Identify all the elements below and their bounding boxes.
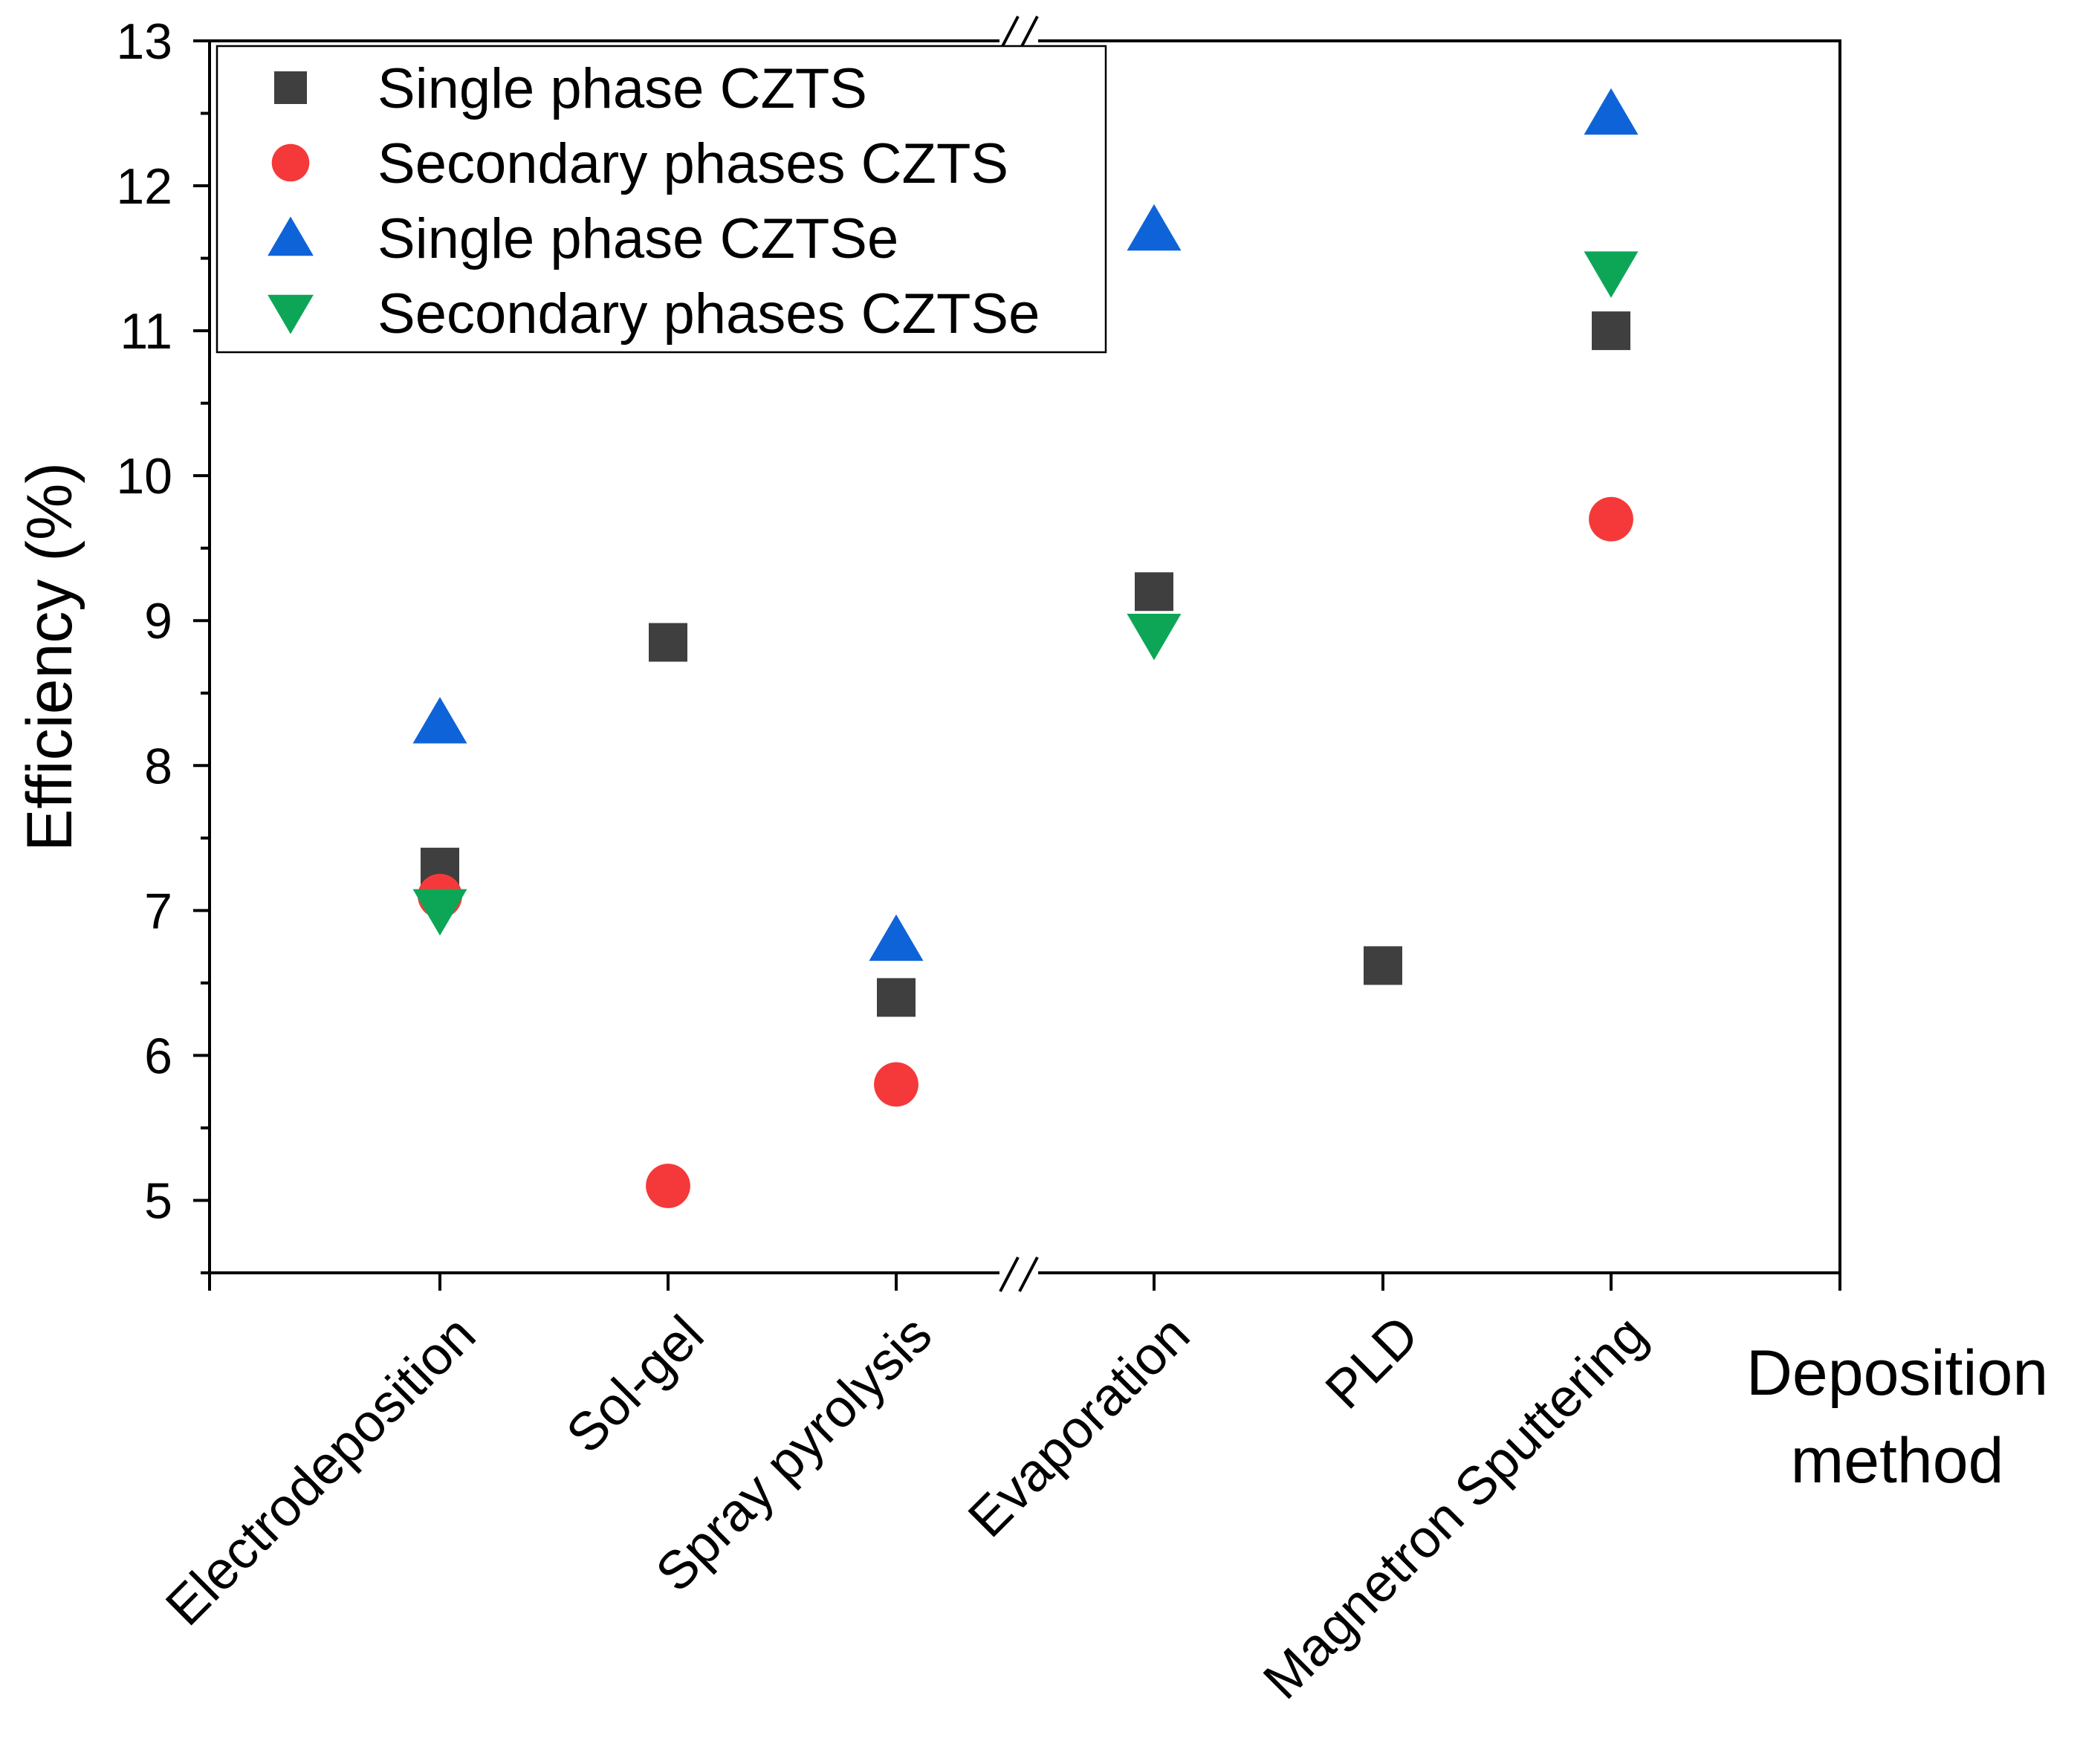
x-category-label: PLD	[1315, 1305, 1430, 1421]
y-tick-label: 8	[144, 738, 172, 794]
data-point-square	[877, 978, 916, 1017]
legend-marker-circle	[271, 143, 310, 182]
y-tick-label: 12	[116, 158, 172, 215]
axis-break-top	[999, 16, 1039, 51]
axis-break-bottom	[999, 1256, 1039, 1292]
legend-box	[216, 45, 1107, 354]
y-tick-label: 7	[144, 883, 172, 939]
legend: Single phase CZTS Secondary phases CZTS Si…	[216, 45, 1107, 354]
y-tick-label: 10	[116, 448, 172, 505]
data-point-triangle-down	[1127, 614, 1182, 661]
legend-label: Single phase CZTSe	[378, 207, 898, 270]
data-point-triangle-up	[869, 914, 924, 962]
data-point-square	[649, 623, 687, 662]
y-tick-label: 5	[144, 1173, 172, 1229]
data-point-circle	[874, 1062, 918, 1107]
x-axis-title-line-1: Deposition	[1746, 1337, 2048, 1409]
data-points	[412, 88, 1639, 1208]
legend-marker-square	[274, 71, 307, 104]
y-tick-label: 6	[144, 1028, 172, 1084]
legend-label: Secondary phases CZTS	[378, 132, 1008, 195]
legend-marker-triangle-up	[268, 216, 314, 256]
data-point-triangle-down	[412, 889, 467, 936]
legend-label: Single phase CZTS	[378, 57, 867, 120]
data-point-circle	[1589, 496, 1633, 542]
legend-marker-triangle-down	[268, 294, 314, 334]
data-point-square	[1135, 572, 1173, 612]
x-category-label: Evaporation	[957, 1305, 1201, 1549]
y-axis-title: Efficiency (%)	[14, 462, 85, 852]
y-axis: 5 6 7 8 9 10 11 12 13	[116, 13, 210, 1274]
legend-label: Secondary phases CZTSe	[378, 282, 1040, 346]
data-point-circle	[646, 1164, 690, 1208]
x-category-label: Sol-gel	[555, 1305, 715, 1465]
data-point-square	[1364, 946, 1402, 985]
y-tick-label: 9	[144, 593, 172, 649]
data-point-triangle-up	[1584, 88, 1639, 135]
x-axis-title-line-2: method	[1791, 1425, 2004, 1497]
y-tick-label: 13	[116, 13, 172, 70]
data-point-triangle-down	[1584, 251, 1639, 298]
x-category-label: Magnetron Sputtering	[1252, 1305, 1658, 1711]
y-tick-label: 11	[120, 303, 172, 360]
x-category-label: Electrodeposition	[155, 1305, 487, 1637]
data-point-triangle-up	[412, 696, 467, 744]
data-point-square	[1592, 311, 1630, 351]
data-point-triangle-up	[1127, 204, 1182, 251]
